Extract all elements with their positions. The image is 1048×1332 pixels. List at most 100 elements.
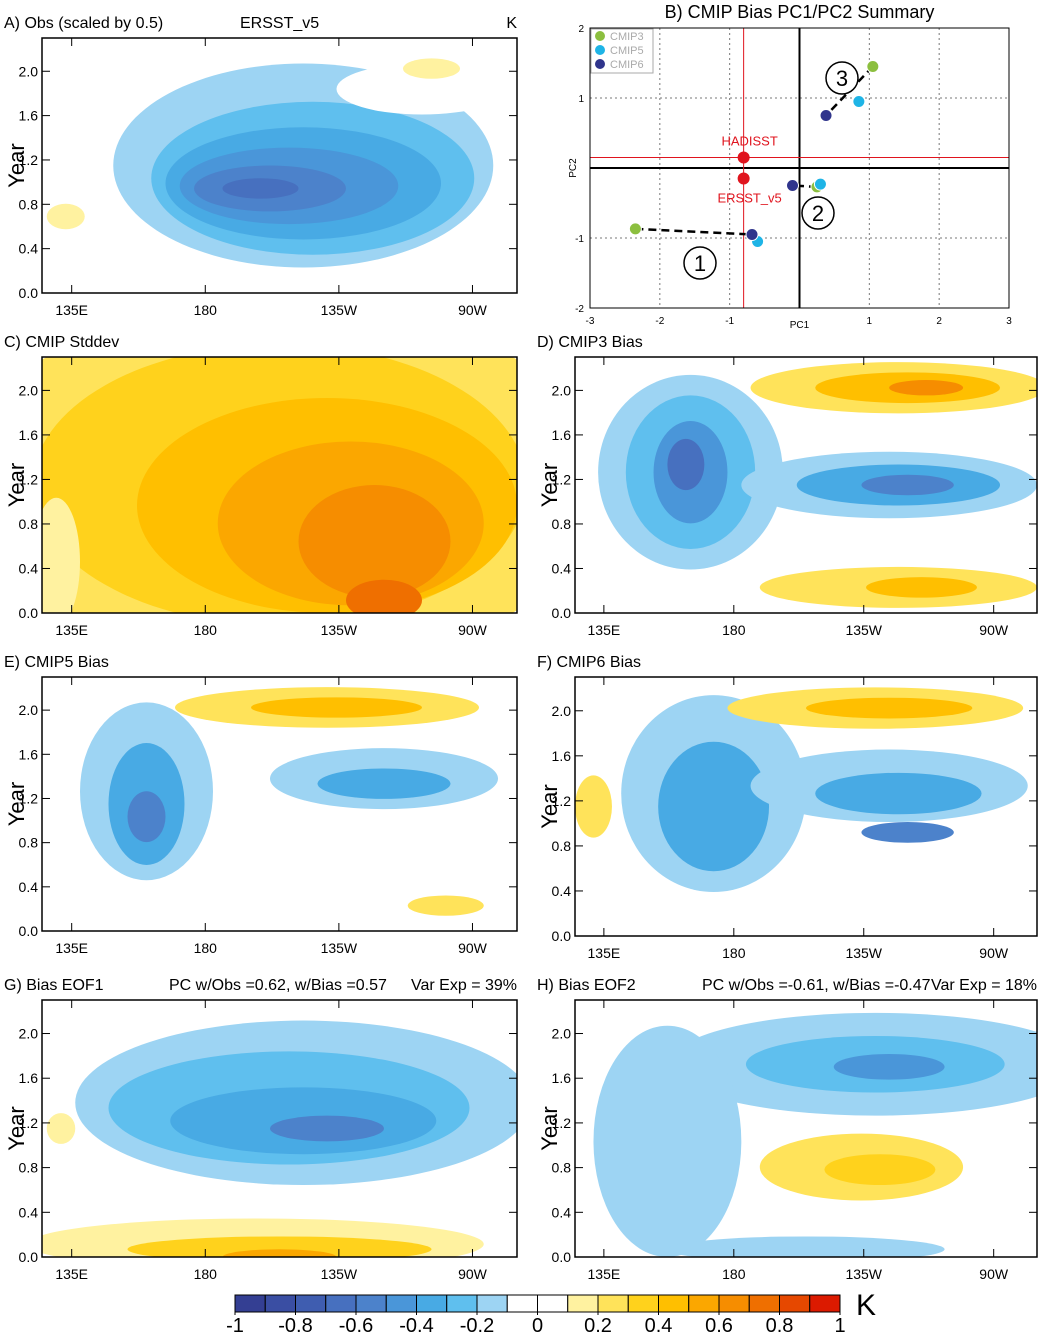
contour-fill: [889, 380, 964, 396]
colorbar-box: [537, 1294, 569, 1313]
colorbar-label: 0.2: [584, 1315, 612, 1332]
x-tick-label: 90W: [979, 945, 1009, 961]
contour-fill: [407, 895, 484, 916]
x-axis-label: PC1: [790, 320, 810, 331]
x-tick-label: 90W: [979, 1266, 1009, 1282]
contour-field: [42, 357, 517, 613]
contour-fill: [270, 1115, 384, 1142]
legend-label: CMIP3: [610, 31, 644, 43]
x-tick-label: 2: [936, 316, 942, 327]
contour-fill: [861, 822, 954, 843]
x-tick-label: 135E: [55, 302, 88, 318]
y-tick-label: 1.6: [552, 748, 572, 764]
x-tick-label: 180: [194, 302, 218, 318]
group-connector: [635, 227, 753, 236]
colorbar-label: 0.4: [645, 1315, 673, 1332]
colorbar-label: -0.4: [399, 1315, 433, 1332]
colorbar-box: [627, 1294, 659, 1313]
contour-fill: [824, 1154, 936, 1186]
y-tick-label: 1.6: [19, 1070, 39, 1086]
colorbar-box: [567, 1294, 599, 1313]
colorbar-label: 0: [532, 1315, 543, 1332]
y-tick-label: -2: [575, 304, 584, 315]
x-tick-label: 180: [722, 945, 746, 961]
y-tick-label: 0.8: [19, 196, 39, 212]
panel-note: Var Exp = 18%: [931, 977, 1037, 994]
contour-fill: [833, 1053, 945, 1080]
y-tick-label: 1.6: [552, 427, 572, 443]
scatter-point: [628, 222, 642, 236]
annotation-circle: [801, 196, 835, 230]
annotation: 1: [694, 251, 706, 276]
annotation-circle: [683, 246, 717, 280]
y-tick-label: 0.0: [552, 605, 572, 621]
colorbar-box: [597, 1294, 629, 1313]
x-tick-label: 135W: [321, 1266, 358, 1282]
panel-subtitle: PC w/Obs =-0.61, w/Bias =-0.47: [702, 977, 931, 994]
x-tick-label: -2: [655, 316, 664, 327]
contour-field: [80, 687, 498, 916]
y-tick-label: 0.4: [552, 560, 572, 576]
colorbar-units: K: [856, 1289, 876, 1322]
y-tick-label: 1.2: [19, 1115, 39, 1131]
panel-title: G) Bias EOF1: [4, 977, 104, 994]
contour-fill: [46, 203, 85, 230]
contour-field: [42, 1020, 517, 1257]
contour-fill: [298, 485, 451, 598]
scatter-point: [866, 60, 880, 73]
colorbar-label: -0.8: [278, 1315, 312, 1332]
colorbar-box: [234, 1294, 266, 1313]
y-tick-label: 2: [578, 24, 584, 35]
y-tick-label: 1.6: [19, 427, 39, 443]
x-tick-label: 135W: [321, 622, 358, 638]
panel-subtitle: ERSST_v5: [240, 15, 319, 32]
legend-marker: [595, 45, 605, 55]
plot-frame: [574, 676, 1038, 937]
contour-field: [593, 1012, 1037, 1257]
plot-frame: [41, 37, 518, 294]
scatter-point: [813, 177, 827, 191]
contour-fill: [667, 438, 705, 491]
y-tick-label: 1.2: [19, 152, 39, 168]
reference-label: HADISST: [721, 134, 777, 149]
y-tick-label: 1.6: [552, 1070, 572, 1086]
colorbar-box: [264, 1294, 296, 1313]
y-axis-label: Year: [4, 463, 29, 507]
scatter-point: [745, 228, 759, 241]
y-axis-label: Year: [4, 782, 29, 826]
legend-marker: [595, 31, 605, 41]
x-tick-label: 135E: [55, 622, 88, 638]
x-tick-label: 135W: [321, 940, 358, 956]
x-tick-label: 90W: [458, 1266, 488, 1282]
x-tick-label: 135W: [845, 622, 882, 638]
y-tick-label: 2.0: [19, 1026, 39, 1042]
panel-title: H) Bias EOF2: [537, 977, 636, 994]
contour-fill: [658, 741, 770, 872]
contour-fill: [667, 1236, 945, 1257]
x-tick-label: 135E: [55, 940, 88, 956]
panel-title: F) CMIP6 Bias: [537, 654, 641, 671]
y-tick-label: 0.4: [19, 1204, 39, 1220]
contour-fill: [593, 1025, 742, 1257]
contour-fill: [866, 577, 977, 598]
x-tick-label: 135W: [845, 1266, 882, 1282]
y-tick-label: 0.0: [552, 928, 572, 944]
colorbar-label: -0.6: [339, 1315, 373, 1332]
y-tick-label: 2.0: [19, 63, 39, 79]
colorbar-label: 0.6: [705, 1315, 733, 1332]
x-tick-label: 180: [194, 940, 218, 956]
x-tick-label: 180: [722, 1266, 746, 1282]
y-tick-label: 0.4: [552, 883, 572, 899]
plot-frame: [41, 356, 518, 614]
colorbar-box: [446, 1294, 478, 1313]
y-tick-label: 0.8: [552, 516, 572, 532]
x-tick-label: 3: [1006, 316, 1012, 327]
annotation-circle: [825, 61, 859, 95]
contour-fill: [222, 1249, 337, 1257]
y-tick-label: 0.4: [552, 1204, 572, 1220]
colorbar-box: [658, 1294, 690, 1313]
contour-fill: [127, 1236, 432, 1257]
scatter-point: [852, 95, 866, 108]
contour-field: [46, 58, 508, 268]
y-tick-label: 0.0: [19, 605, 39, 621]
